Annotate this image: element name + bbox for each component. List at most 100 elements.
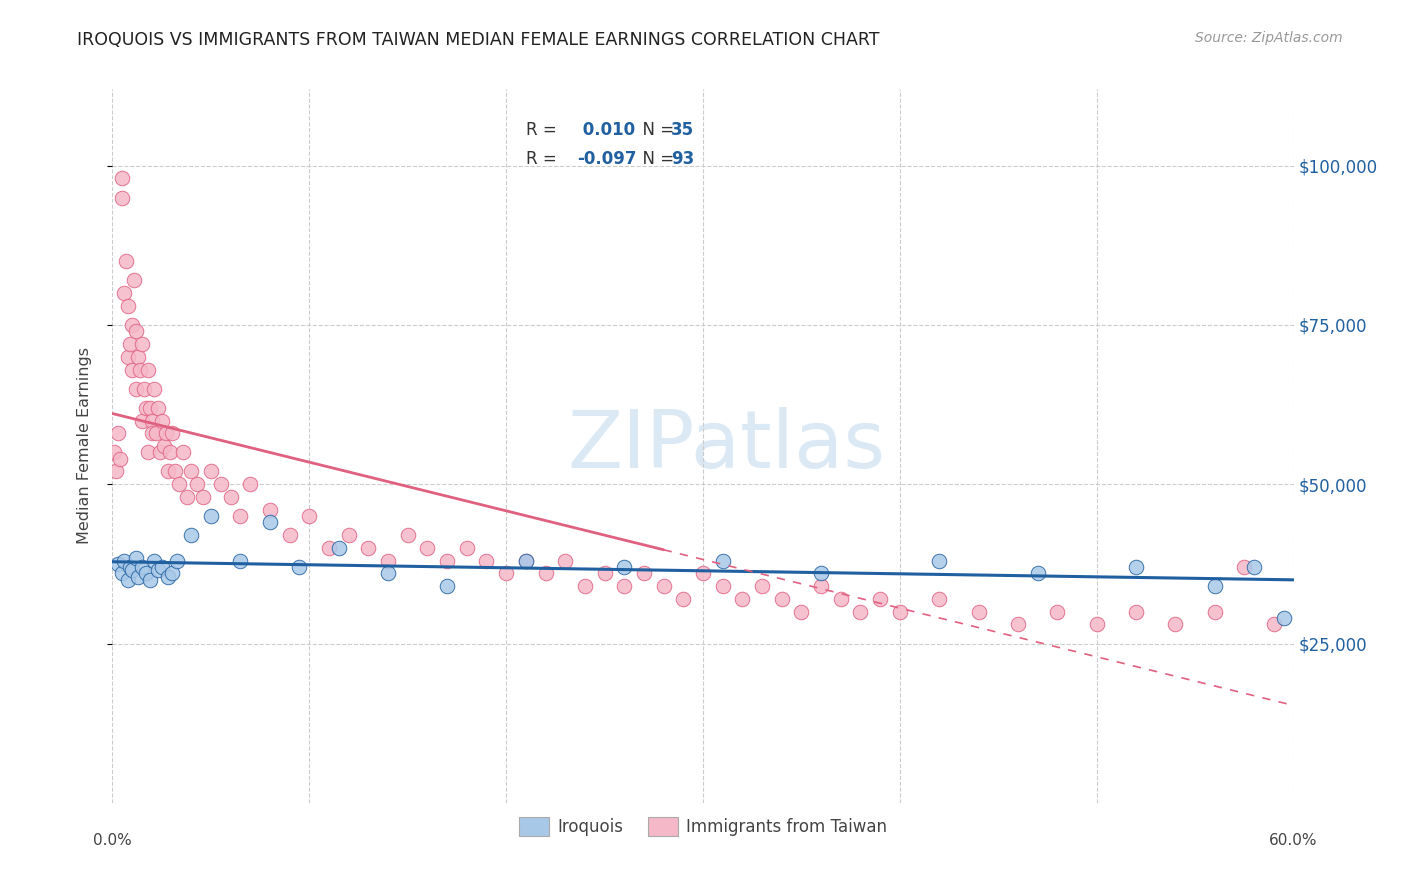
Point <box>259 502 281 516</box>
Point <box>135 566 157 581</box>
Point <box>146 401 169 415</box>
Point <box>830 591 852 606</box>
Point <box>593 566 616 581</box>
Point <box>731 591 754 606</box>
Point <box>149 445 172 459</box>
Point <box>150 560 173 574</box>
Point <box>127 569 149 583</box>
Point <box>751 579 773 593</box>
Point <box>122 273 145 287</box>
Text: IROQUOIS VS IMMIGRANTS FROM TAIWAN MEDIAN FEMALE EARNINGS CORRELATION CHART: IROQUOIS VS IMMIGRANTS FROM TAIWAN MEDIA… <box>77 31 880 49</box>
Point <box>165 465 187 479</box>
Point <box>156 569 179 583</box>
Point <box>127 350 149 364</box>
Point <box>869 591 891 606</box>
Point <box>1026 566 1049 581</box>
Point <box>318 541 340 555</box>
Point <box>103 445 125 459</box>
Point <box>1204 605 1226 619</box>
Text: Source: ZipAtlas.com: Source: ZipAtlas.com <box>1195 31 1343 45</box>
Text: 60.0%: 60.0% <box>1270 833 1317 848</box>
Point <box>377 554 399 568</box>
Point <box>141 426 163 441</box>
Point <box>711 554 734 568</box>
Point <box>1125 605 1147 619</box>
Point <box>132 382 155 396</box>
Point <box>209 477 232 491</box>
Point <box>186 477 208 491</box>
Point <box>191 490 214 504</box>
Point <box>135 401 157 415</box>
Point <box>574 579 596 593</box>
Point <box>200 509 222 524</box>
Point <box>131 560 153 574</box>
Point <box>810 566 832 581</box>
Point <box>117 350 139 364</box>
Point <box>152 439 174 453</box>
Point <box>259 516 281 530</box>
Point <box>1085 617 1108 632</box>
Point <box>288 560 311 574</box>
Point <box>107 426 129 441</box>
Point <box>515 554 537 568</box>
Point <box>436 554 458 568</box>
Point <box>849 605 872 619</box>
Point <box>169 477 191 491</box>
Point <box>377 566 399 581</box>
Point <box>172 445 194 459</box>
Point <box>337 528 360 542</box>
Text: 0.010: 0.010 <box>576 121 634 139</box>
Point <box>456 541 478 555</box>
Point <box>180 528 202 542</box>
Point <box>111 171 134 186</box>
Point <box>298 509 321 524</box>
Point <box>790 605 813 619</box>
Point <box>928 554 950 568</box>
Text: ZIPatlas: ZIPatlas <box>568 407 886 485</box>
Point <box>112 286 135 301</box>
Point <box>145 426 167 441</box>
Point <box>1046 605 1069 619</box>
Point <box>534 566 557 581</box>
Point <box>166 554 188 568</box>
Point <box>396 528 419 542</box>
Point <box>613 560 636 574</box>
Point <box>117 573 139 587</box>
Point <box>1125 560 1147 574</box>
Point <box>652 579 675 593</box>
Point <box>155 426 177 441</box>
Point <box>139 573 162 587</box>
Point <box>889 605 911 619</box>
Point <box>229 509 252 524</box>
Point <box>239 477 262 491</box>
Point <box>219 490 242 504</box>
Text: 93: 93 <box>671 150 695 168</box>
Point <box>633 566 655 581</box>
Point <box>115 254 138 268</box>
Point <box>146 563 169 577</box>
Text: -0.097: -0.097 <box>576 150 636 168</box>
Point <box>111 190 134 204</box>
Point <box>1007 617 1029 632</box>
Point <box>107 557 129 571</box>
Point <box>120 560 142 574</box>
Text: 35: 35 <box>671 121 695 139</box>
Y-axis label: Median Female Earnings: Median Female Earnings <box>77 348 91 544</box>
Point <box>692 566 714 581</box>
Point <box>120 337 142 351</box>
Point <box>711 579 734 593</box>
Point <box>136 362 159 376</box>
Point <box>613 579 636 593</box>
Point <box>111 566 134 581</box>
Point <box>180 465 202 479</box>
Point <box>121 318 143 332</box>
Point <box>475 554 498 568</box>
Point <box>515 554 537 568</box>
Point <box>125 382 148 396</box>
Point <box>156 465 179 479</box>
Point <box>131 337 153 351</box>
Point <box>121 563 143 577</box>
Point <box>112 554 135 568</box>
Point <box>121 362 143 376</box>
Point <box>1243 560 1265 574</box>
